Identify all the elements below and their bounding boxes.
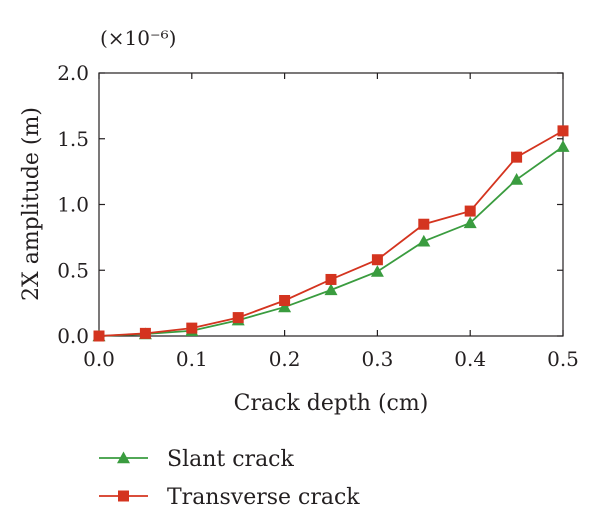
data-point <box>510 173 524 185</box>
x-tick-label: 0.0 <box>83 347 115 371</box>
series-line <box>98 130 564 337</box>
y-tick-label: 1.0 <box>57 193 89 217</box>
y-multiplier-label: (×10⁻⁶) <box>100 26 176 50</box>
legend-item: Transverse crack <box>99 485 360 510</box>
legend-item: Slant crack <box>99 447 295 472</box>
y-axis: 0.0 0.5 1.0 1.5 2.0 <box>57 61 563 348</box>
series-line <box>98 145 564 337</box>
x-tick-label: 0.4 <box>454 347 486 371</box>
x-tick-label: 0.2 <box>269 347 301 371</box>
data-point <box>186 322 198 334</box>
data-point <box>418 218 430 230</box>
data-point <box>278 300 292 313</box>
series-layer <box>92 125 570 342</box>
y-tick-label: 0.0 <box>57 324 89 348</box>
x-axis-title: Crack depth (cm) <box>234 391 429 416</box>
data-point <box>279 294 291 306</box>
x-axis: 0.0 0.1 0.2 0.3 0.4 0.5 <box>83 73 579 371</box>
data-point <box>464 205 476 217</box>
data-point <box>556 140 570 152</box>
legend-label: Slant crack <box>167 447 295 472</box>
plot-frame <box>98 72 564 337</box>
y-tick-label: 1.5 <box>57 127 89 151</box>
data-point <box>557 125 569 137</box>
plot-area <box>98 72 564 337</box>
data-point <box>370 265 384 277</box>
data-point <box>463 216 477 229</box>
legend-marker <box>117 451 130 464</box>
series-transverse-crack <box>93 125 569 342</box>
data-point <box>93 330 105 342</box>
series-slant-crack <box>92 140 570 342</box>
data-point <box>325 273 337 285</box>
data-point <box>417 234 431 247</box>
y-tick-label: 0.5 <box>57 258 89 282</box>
x-tick-label: 0.1 <box>176 347 208 371</box>
x-tick-label: 0.3 <box>361 347 393 371</box>
x-tick-label: 0.5 <box>547 347 579 371</box>
data-point <box>139 327 151 339</box>
legend: Slant crack Transverse crack <box>99 447 360 510</box>
legend-label: Transverse crack <box>167 485 360 510</box>
legend-marker <box>118 490 129 502</box>
y-tick-label: 2.0 <box>57 61 89 85</box>
y-axis-title: 2X amplitude (m) <box>19 107 44 301</box>
data-point <box>324 283 338 296</box>
data-point <box>232 312 244 324</box>
data-point <box>371 254 383 266</box>
data-point <box>511 151 523 163</box>
